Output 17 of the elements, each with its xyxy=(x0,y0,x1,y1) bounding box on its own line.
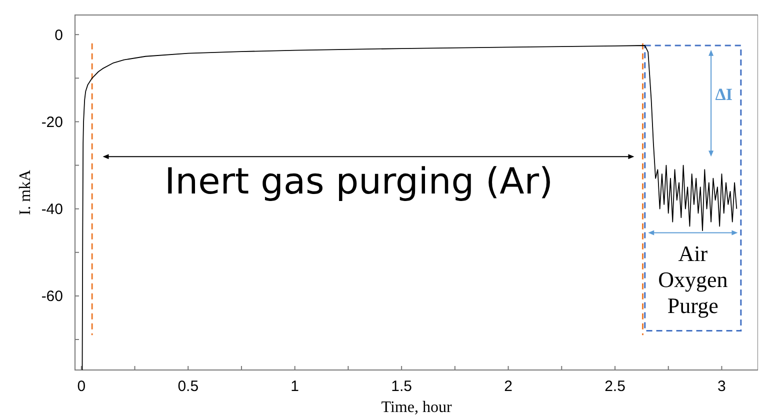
y-tick-label: 0 xyxy=(54,26,63,44)
line-series xyxy=(82,45,738,370)
x-tick-label: 0 xyxy=(77,378,86,395)
x-tick-label: 1 xyxy=(290,378,300,395)
x-tick-label: 2.5 xyxy=(604,378,626,395)
x-tick-label: 1.5 xyxy=(391,378,412,395)
y-tick-label: -20 xyxy=(41,114,63,131)
x-tick-label: 0.5 xyxy=(178,378,199,395)
x-tick-label: 2 xyxy=(504,378,512,395)
annotation: ΔI xyxy=(715,84,733,104)
annotation: Air Oxygen Purge xyxy=(658,241,728,318)
x-axis-title: Time, hour xyxy=(381,399,452,415)
y-axis-title: I. mkA xyxy=(17,169,34,216)
y-tick-label: -60 xyxy=(41,288,63,306)
x-tick-label: 3 xyxy=(718,378,726,395)
annotation: Inert gas purging (Ar) xyxy=(164,162,554,203)
y-tick-label: -40 xyxy=(41,201,63,218)
